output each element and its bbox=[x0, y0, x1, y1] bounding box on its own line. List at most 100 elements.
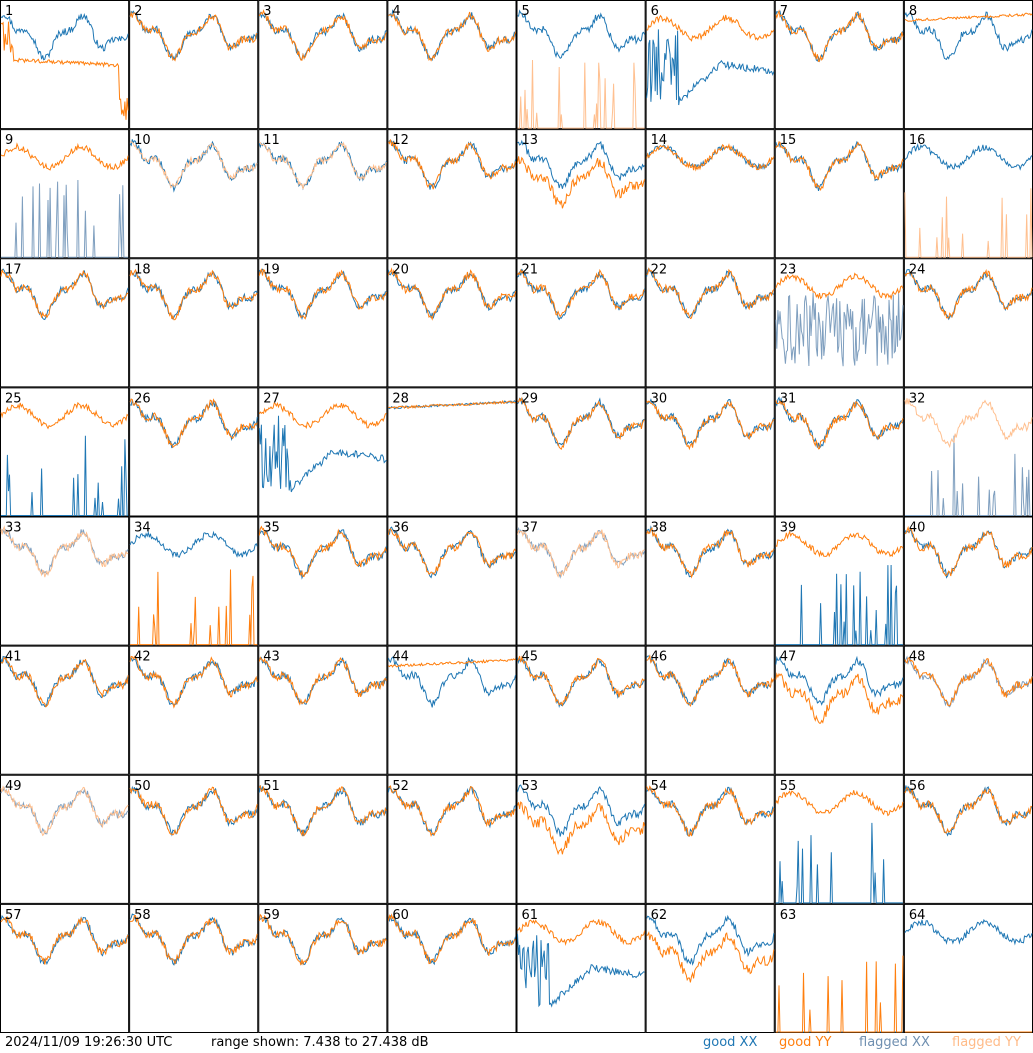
panel: 31 bbox=[774, 387, 904, 517]
panel: 63 bbox=[774, 903, 904, 1033]
panel: 28 bbox=[387, 387, 517, 517]
series-xx-line bbox=[517, 784, 646, 837]
series-xx-line bbox=[775, 822, 903, 904]
series-xx-line bbox=[775, 655, 904, 706]
panel-number: 39 bbox=[780, 521, 797, 536]
panel: 57 bbox=[0, 903, 130, 1033]
series-yy-line bbox=[129, 786, 258, 836]
panel-border bbox=[387, 645, 517, 775]
series-yy-line bbox=[387, 528, 516, 575]
panel-border bbox=[645, 387, 775, 517]
panel: 18 bbox=[129, 258, 259, 388]
panel: 53 bbox=[516, 774, 646, 904]
panel: 45 bbox=[516, 645, 646, 775]
panel-number: 24 bbox=[909, 262, 926, 277]
series-yy-line bbox=[904, 12, 1033, 22]
series-yy-line bbox=[646, 400, 775, 451]
series-yy-line bbox=[646, 785, 775, 837]
series-yy-line bbox=[0, 785, 129, 837]
panel: 21 bbox=[516, 258, 646, 388]
panel-border bbox=[516, 129, 646, 259]
panel: 29 bbox=[516, 387, 646, 517]
panel-border bbox=[774, 903, 904, 1033]
panel: 19 bbox=[258, 258, 388, 388]
panel-number: 50 bbox=[134, 779, 151, 794]
panel: 50 bbox=[129, 774, 259, 904]
legend-flagged-yy: flagged YY bbox=[952, 1035, 1021, 1050]
panel-number: 46 bbox=[651, 650, 668, 665]
panel-number: 62 bbox=[651, 908, 668, 923]
panel-border bbox=[0, 0, 130, 130]
panel-border bbox=[258, 258, 388, 388]
panel-number: 33 bbox=[5, 521, 22, 536]
panel-number: 31 bbox=[780, 391, 797, 406]
panel-border bbox=[258, 645, 388, 775]
panel: 20 bbox=[387, 258, 517, 388]
series-yy-line bbox=[904, 786, 1033, 834]
series-xx-line bbox=[129, 270, 258, 320]
panel-number: 63 bbox=[780, 908, 797, 923]
series-xx-line bbox=[904, 529, 1033, 579]
series-yy-line bbox=[775, 9, 904, 63]
series-yy-line bbox=[646, 143, 775, 172]
series-yy-line bbox=[129, 398, 258, 449]
panel-border bbox=[129, 516, 259, 646]
panel-number: 3 bbox=[263, 4, 271, 19]
panel: 62 bbox=[645, 903, 775, 1033]
series-xx-line bbox=[775, 564, 903, 646]
series-yy-line bbox=[388, 399, 516, 410]
panel-border bbox=[129, 0, 259, 130]
panel-number: 60 bbox=[392, 908, 409, 923]
panel-border bbox=[258, 774, 388, 904]
panel-border bbox=[774, 258, 904, 388]
series-xx-line bbox=[904, 11, 1033, 60]
panel-number: 5 bbox=[522, 4, 530, 19]
panel-number: 55 bbox=[780, 779, 797, 794]
series-yy-line bbox=[517, 268, 645, 318]
panel: 13 bbox=[516, 129, 646, 259]
panel-number: 32 bbox=[909, 391, 926, 406]
panel-number: 6 bbox=[651, 4, 659, 19]
series-xx-line bbox=[129, 10, 258, 62]
series-xx-line bbox=[904, 143, 1033, 171]
series-yy-line bbox=[646, 930, 775, 983]
panel-border bbox=[258, 516, 388, 646]
panel: 41 bbox=[0, 645, 130, 775]
series-xx-line bbox=[0, 786, 129, 835]
panel: 16 bbox=[903, 129, 1033, 259]
panel-number: 37 bbox=[522, 521, 539, 536]
legend-flagged-xx: flagged XX bbox=[859, 1035, 930, 1050]
panel-border bbox=[387, 258, 517, 388]
panel-number: 57 bbox=[5, 908, 22, 923]
series-xx-line bbox=[258, 140, 387, 191]
series-xx-line bbox=[775, 292, 904, 367]
legend-good-yy: good YY bbox=[779, 1035, 832, 1050]
panel-number: 27 bbox=[263, 391, 280, 406]
series-yy-line bbox=[904, 268, 1033, 319]
panel-border bbox=[774, 387, 904, 517]
series-yy-line bbox=[0, 401, 129, 430]
series-xx-line bbox=[129, 399, 258, 449]
panel: 36 bbox=[387, 516, 517, 646]
series-xx-line bbox=[646, 655, 775, 706]
series-xx-line bbox=[0, 915, 129, 965]
panel-number: 34 bbox=[134, 521, 151, 536]
series-xx-line bbox=[259, 916, 387, 966]
series-xx-line bbox=[646, 29, 775, 106]
series-xx-line bbox=[387, 656, 516, 708]
panel: 44 bbox=[387, 645, 517, 775]
series-xx-line bbox=[258, 11, 387, 61]
series-yy-line bbox=[259, 141, 387, 190]
panel-border bbox=[387, 903, 517, 1033]
panel-border bbox=[516, 258, 646, 388]
panel-number: 38 bbox=[651, 521, 668, 536]
panel: 27 bbox=[258, 387, 388, 517]
panel: 38 bbox=[645, 516, 775, 646]
panel: 32 bbox=[903, 387, 1033, 517]
panel-number: 36 bbox=[392, 521, 409, 536]
panel: 14 bbox=[645, 129, 775, 259]
panel-border bbox=[903, 387, 1033, 517]
panel-border bbox=[258, 0, 388, 130]
panel: 52 bbox=[387, 774, 517, 904]
panel: 24 bbox=[903, 258, 1033, 388]
